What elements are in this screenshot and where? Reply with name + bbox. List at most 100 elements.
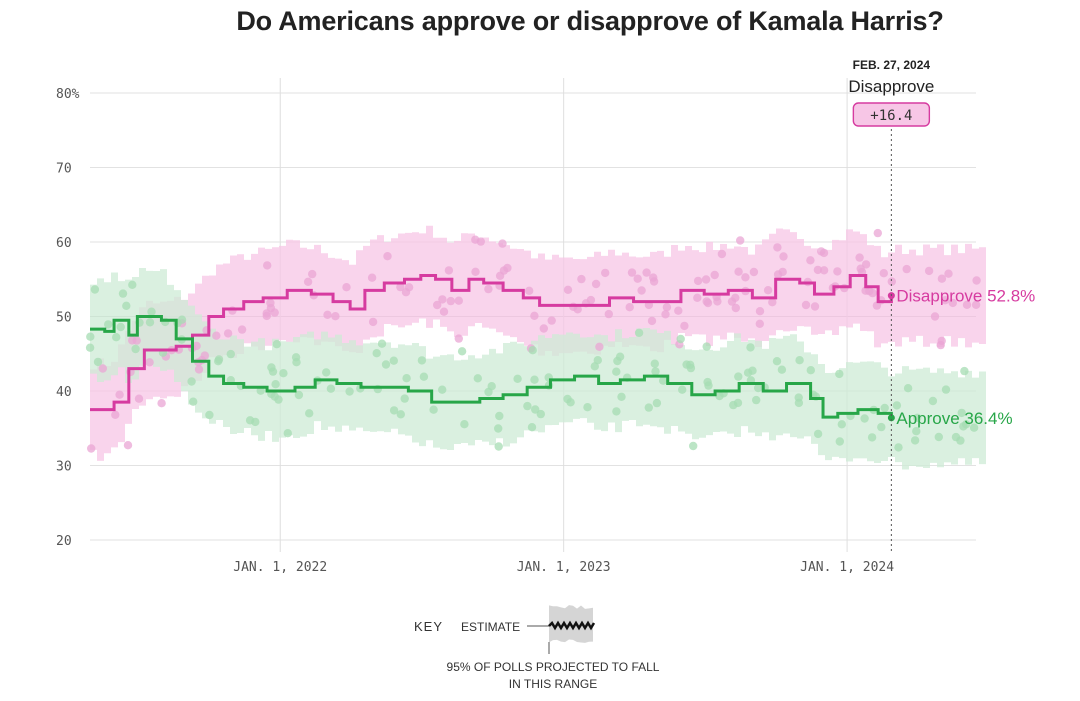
poll-dot [972, 276, 981, 285]
poll-dot [523, 401, 532, 411]
poll-dot [806, 256, 815, 265]
poll-dot [400, 394, 409, 403]
poll-dot [498, 239, 507, 248]
poll-dot [795, 356, 804, 365]
poll-dot [454, 334, 463, 343]
poll-dot [473, 374, 482, 383]
poll-dot [941, 385, 951, 394]
poll-dot [702, 342, 711, 351]
poll-dot [894, 443, 903, 452]
poll-dot [270, 308, 279, 317]
poll-dot [494, 442, 503, 451]
poll-dot [652, 398, 662, 408]
y-tick-label: 30 [56, 460, 72, 475]
poll-dot [134, 394, 144, 403]
poll-dot [604, 309, 613, 319]
poll-dot [902, 264, 911, 274]
poll-dot [910, 436, 920, 445]
poll-dot [87, 444, 96, 453]
poll-dot [649, 273, 658, 282]
poll-dot [323, 310, 332, 319]
poll-dot [429, 405, 438, 414]
poll-dot [680, 321, 689, 331]
poll-dot [650, 359, 659, 368]
poll-dot [835, 437, 844, 446]
poll-dot [772, 357, 782, 366]
poll-dot [271, 380, 280, 389]
poll-dot [625, 303, 634, 312]
poll-dot [934, 432, 943, 442]
poll-dot [644, 403, 653, 412]
poll-dot [484, 387, 493, 397]
approve-band [90, 268, 986, 470]
poll-dot [342, 283, 351, 292]
poll-dot [345, 387, 354, 396]
y-tick-label: 50 [56, 311, 72, 326]
poll-dot [484, 284, 493, 294]
poll-dot [833, 267, 842, 276]
poll-dot [305, 409, 314, 418]
poll-dot [308, 269, 317, 279]
poll-dot [118, 289, 128, 298]
poll-dot [860, 414, 869, 423]
poll-dot [200, 351, 209, 360]
poll-dot [90, 285, 100, 294]
poll-dot [948, 298, 957, 308]
poll-dot [266, 298, 275, 308]
poll-dot [583, 403, 592, 412]
poll-dot [817, 247, 826, 256]
poll-dot [754, 383, 763, 393]
poll-dot [573, 305, 582, 314]
poll-dot [577, 274, 586, 284]
poll-dot [930, 312, 940, 321]
poll-dot [112, 333, 121, 342]
poll-dot [223, 329, 233, 338]
poll-dot [499, 266, 509, 275]
poll-dot [212, 331, 221, 340]
poll-dot [937, 274, 947, 283]
poll-dot [214, 357, 223, 366]
chart-title: Do Americans approve or disapprove of Ka… [236, 6, 944, 36]
poll-dot [627, 268, 637, 277]
poll-dot [274, 395, 283, 404]
key-graphic [527, 605, 596, 654]
poll-dot [647, 316, 657, 326]
poll-dot [686, 360, 695, 369]
poll-dot [819, 266, 829, 275]
poll-dot [913, 413, 922, 422]
poll-dot [903, 384, 913, 393]
poll-dot [912, 427, 921, 436]
poll-dot [539, 324, 548, 333]
annotation-value: +16.4 [870, 108, 912, 124]
poll-dot [880, 403, 889, 413]
poll-dot [661, 310, 670, 319]
poll-dot [368, 317, 378, 327]
poll-dot [439, 307, 449, 316]
poll-dot [111, 410, 120, 419]
poll-dot [951, 432, 961, 442]
poll-dot [525, 286, 534, 295]
poll-dot [531, 405, 540, 414]
poll-dot [457, 347, 467, 356]
poll-dot [128, 280, 137, 289]
poll-dot [438, 385, 447, 394]
poll-dot [454, 296, 463, 305]
poll-dot [710, 270, 719, 280]
poll-dot [601, 268, 610, 278]
poll-dot [617, 392, 626, 401]
poll-dot [835, 369, 844, 379]
poll-dot [401, 288, 411, 297]
poll-dot [612, 407, 621, 416]
poll-dot [717, 249, 727, 259]
poll-dot [637, 286, 646, 295]
poll-dot [689, 441, 698, 451]
poll-dot [612, 367, 621, 376]
poll-dot [446, 296, 455, 306]
poll-dot [752, 395, 761, 405]
poll-dot [237, 325, 247, 334]
poll-dot [93, 357, 103, 367]
poll-dot [263, 261, 272, 270]
poll-dot [969, 423, 979, 432]
poll-dot [372, 349, 381, 358]
